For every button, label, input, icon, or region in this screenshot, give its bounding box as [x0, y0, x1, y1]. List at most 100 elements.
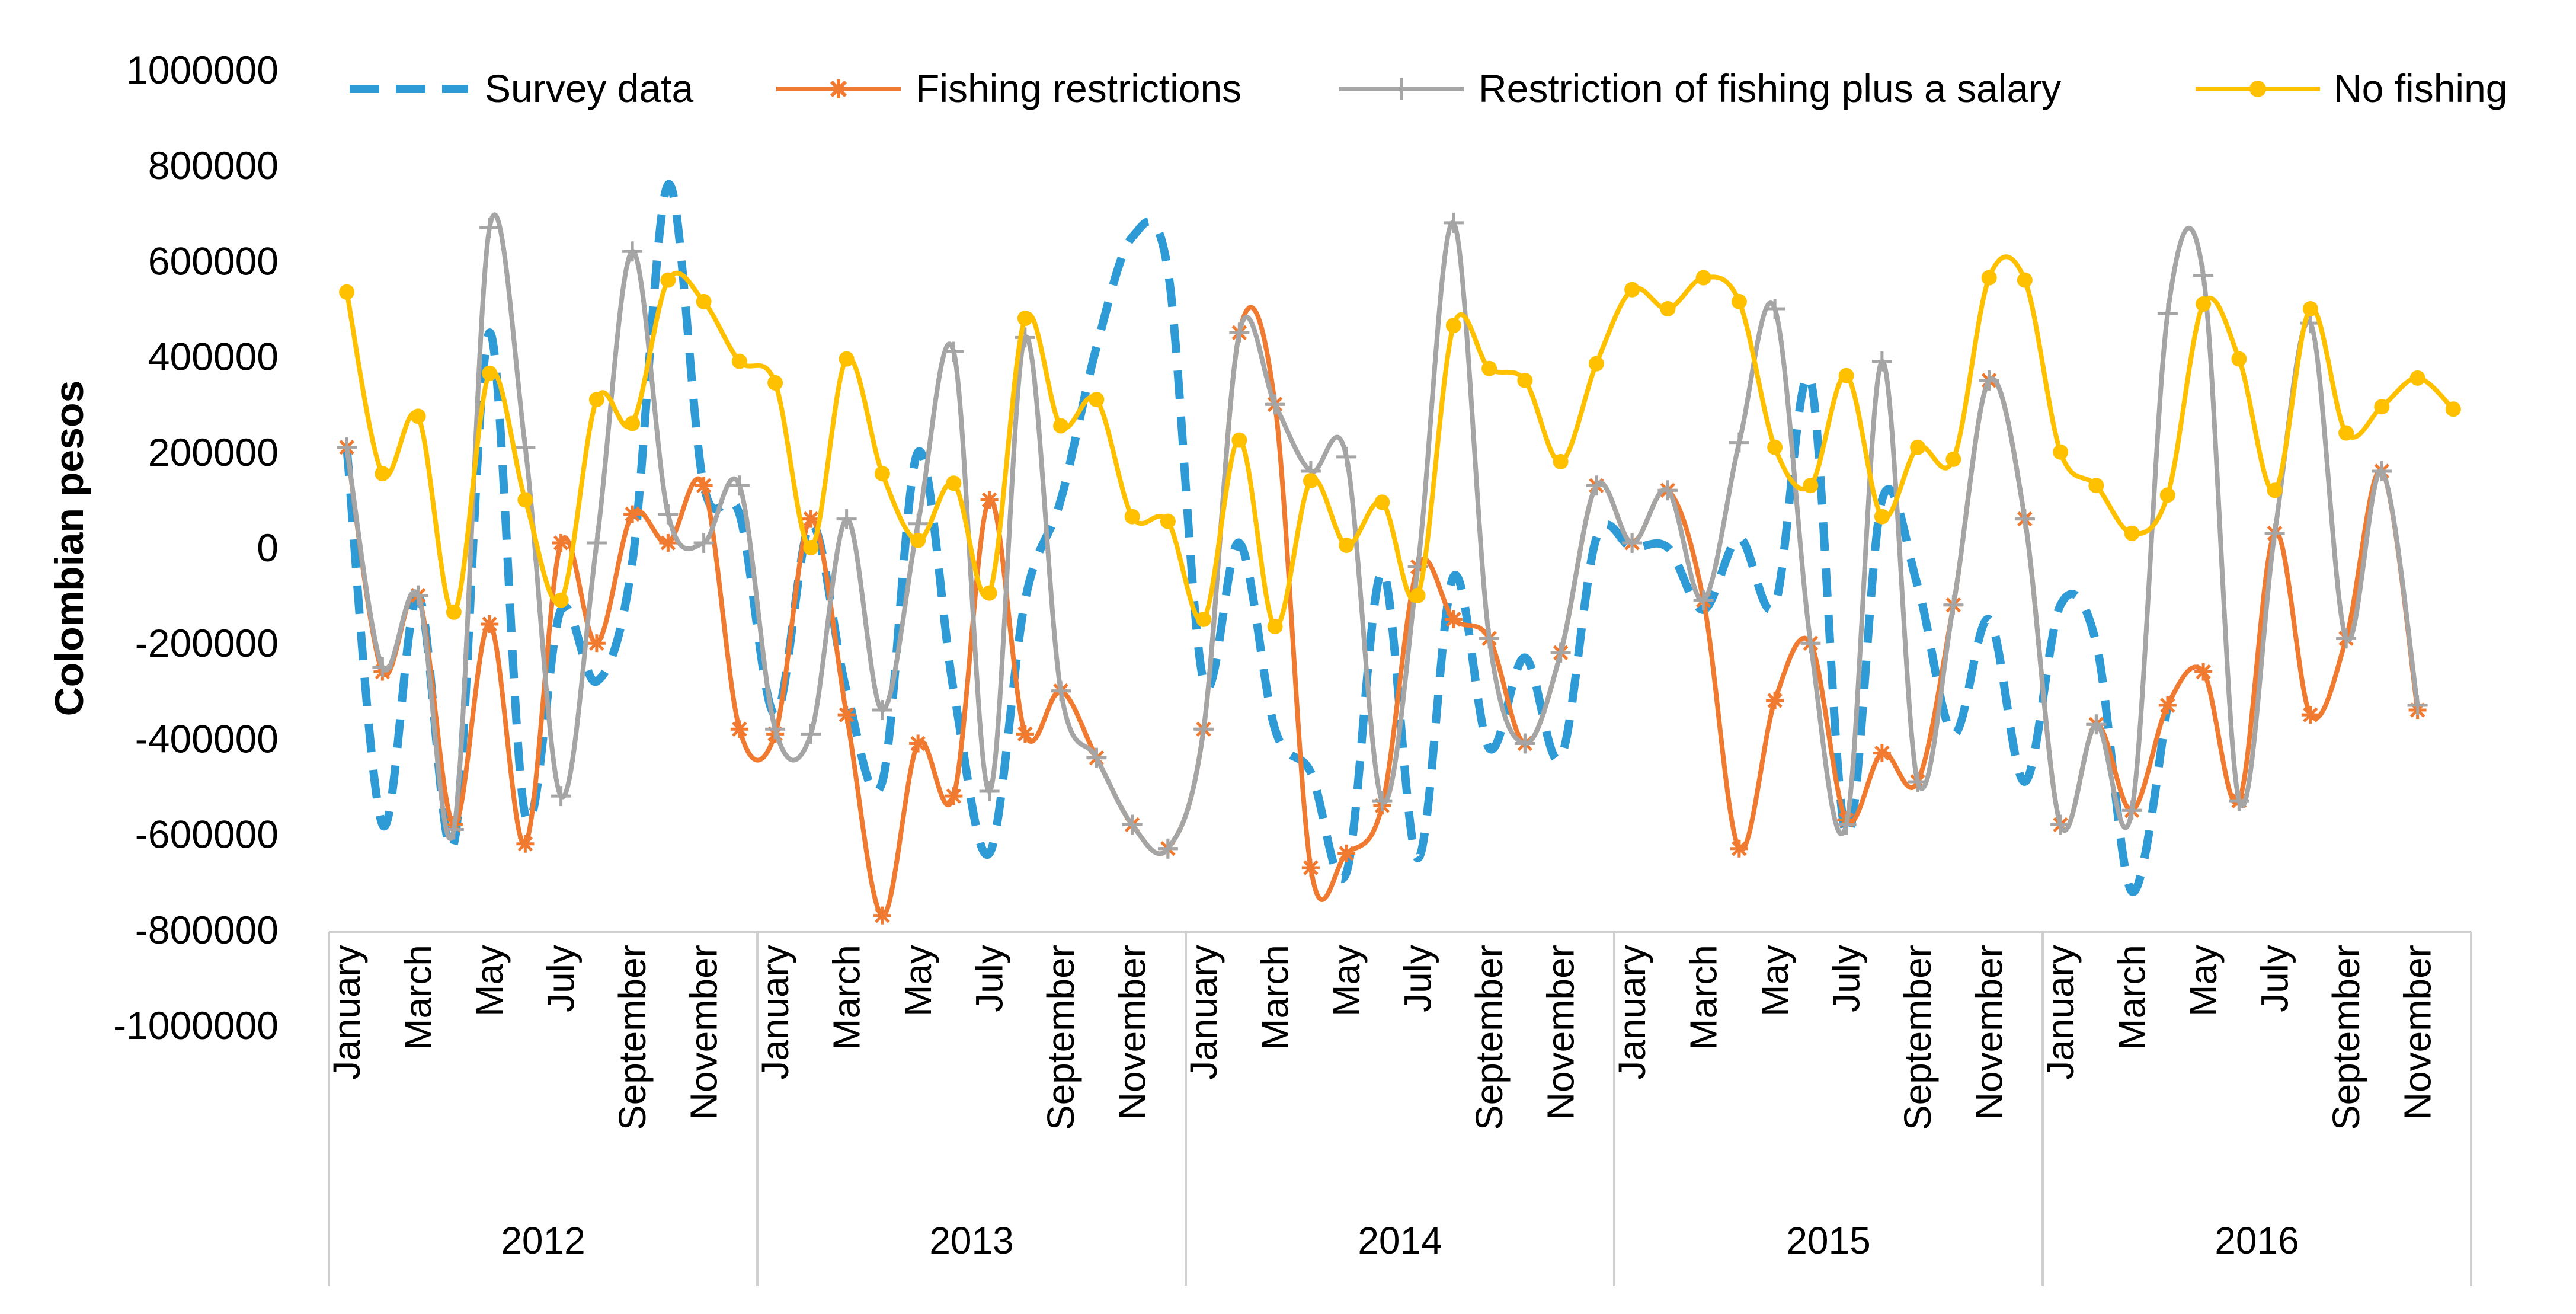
data-point	[1337, 844, 1356, 862]
x-tick-label: January	[1611, 945, 1653, 1080]
data-point	[2086, 714, 2107, 735]
data-point	[1016, 725, 1034, 743]
x-tick-label: January	[2039, 945, 2082, 1080]
data-point	[979, 781, 1000, 802]
series-line	[343, 180, 2172, 896]
data-point	[446, 604, 462, 620]
x-tick-label: November	[2396, 945, 2439, 1120]
y-axis: 1000000 800000 600000 400000 200000 0 -200000 -…	[113, 48, 279, 1047]
data-point	[1051, 680, 1071, 701]
data-point	[552, 533, 570, 552]
x-tick-label: September	[1039, 945, 1082, 1130]
data-point	[801, 724, 821, 744]
series-survey-data	[343, 180, 2172, 896]
data-point	[515, 437, 536, 458]
data-point	[909, 734, 927, 753]
data-point	[2121, 800, 2142, 821]
x-tick-label: November	[1111, 945, 1154, 1120]
y-tick-label: 1000000	[126, 48, 279, 92]
data-point	[1729, 432, 1749, 453]
data-point	[551, 786, 571, 807]
data-point	[1267, 618, 1283, 634]
data-point	[908, 513, 929, 534]
data-point	[1444, 610, 1463, 628]
data-point	[695, 477, 713, 495]
data-point	[2088, 478, 2104, 494]
data-point	[516, 835, 535, 853]
data-point	[1124, 509, 1140, 525]
data-point	[1660, 301, 1676, 316]
data-point	[1800, 633, 1821, 654]
data-point	[767, 375, 783, 391]
data-point	[2264, 523, 2285, 543]
data-point	[729, 475, 750, 496]
x-tick-label: May	[897, 945, 939, 1016]
data-point	[1265, 394, 1285, 415]
data-point	[1979, 370, 1999, 391]
data-point	[874, 466, 890, 482]
data-point	[1336, 446, 1357, 467]
y-tick-label: -800000	[135, 908, 279, 952]
x-tick-label: March	[825, 945, 868, 1050]
x-tick-label: July	[1397, 945, 1439, 1012]
data-point	[1766, 691, 1784, 709]
x-tick-label: January	[1182, 945, 1225, 1080]
data-point	[2017, 272, 2033, 288]
data-point	[1443, 212, 1464, 233]
data-point	[1339, 537, 1355, 553]
data-point	[1873, 744, 1891, 762]
x-axis: January March May July September November 2012…	[325, 931, 2472, 1286]
data-point	[479, 217, 500, 238]
data-point	[1910, 439, 1926, 455]
data-point	[1836, 814, 1857, 835]
data-point	[481, 615, 499, 633]
data-point	[2053, 444, 2069, 460]
data-point	[587, 634, 606, 653]
data-point	[1053, 418, 1069, 434]
plot-area	[337, 180, 2461, 925]
data-point	[623, 505, 642, 523]
data-point	[2231, 351, 2247, 367]
data-point	[2193, 265, 2214, 286]
legend-label-no-fishing: No fishing	[2334, 66, 2508, 110]
series-line	[344, 212, 2420, 856]
y-tick-label: -400000	[135, 717, 279, 760]
series-restriction-of-fishing-plus-a-salary	[337, 212, 2428, 859]
data-point	[1086, 747, 1107, 768]
data-point	[1693, 590, 1714, 610]
data-point	[1695, 270, 1711, 286]
data-point	[872, 700, 892, 721]
data-point	[696, 293, 712, 309]
data-point	[2301, 706, 2319, 724]
data-point	[873, 906, 891, 925]
data-point	[1089, 392, 1105, 408]
data-point	[943, 341, 964, 362]
data-point	[2159, 487, 2175, 503]
y-tick-label: -600000	[135, 813, 279, 856]
data-point	[1767, 439, 1783, 455]
data-point	[1374, 494, 1390, 510]
data-point	[1945, 451, 1961, 467]
data-point	[1515, 733, 1535, 754]
y-tick-label: 0	[257, 526, 279, 570]
data-point	[1586, 475, 1607, 496]
data-point	[2194, 663, 2213, 681]
data-point	[1588, 356, 1604, 372]
x-tick-label: May	[468, 945, 511, 1016]
data-point	[588, 392, 604, 408]
data-point	[622, 241, 643, 262]
data-point	[2267, 482, 2283, 498]
data-point	[839, 351, 855, 367]
x-tick-label: May	[1753, 945, 1796, 1016]
data-point	[625, 415, 641, 431]
x-tick-label: March	[1682, 945, 1725, 1050]
data-point	[1874, 509, 1890, 525]
data-point	[1871, 351, 1892, 372]
y-tick-label: 800000	[148, 143, 279, 187]
data-point	[1553, 453, 1569, 469]
x-tick-label: July	[2254, 945, 2296, 1012]
data-point	[1301, 859, 1320, 877]
data-point	[1657, 480, 1678, 501]
y-axis-label: Colombian pesos	[47, 381, 92, 717]
